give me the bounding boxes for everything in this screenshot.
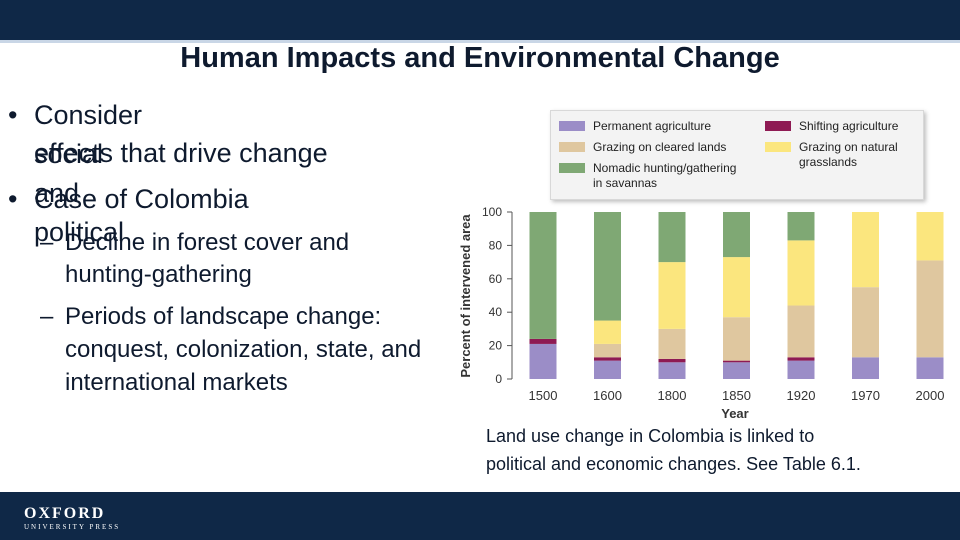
legend-swatch — [559, 121, 585, 131]
bullet-line: Periods of landscape change: — [65, 303, 382, 330]
legend-label: Shifting agriculture — [799, 119, 899, 133]
figure-caption: Land use change in Colombia is linked to… — [486, 422, 956, 478]
bar-segment — [916, 357, 944, 379]
legend-swatch — [559, 163, 585, 173]
bar-segment — [787, 357, 815, 361]
x-tick-label: 1970 — [851, 388, 880, 403]
legend-label: Permanent agriculture — [593, 119, 712, 133]
bar-segment — [787, 305, 815, 358]
bar-segment — [723, 257, 750, 318]
bar-segment — [658, 358, 686, 363]
x-axis-label: Year — [721, 406, 748, 421]
y-axis-label: Percent of intervened area — [458, 214, 473, 378]
legend-label: Grazing on cleared lands — [593, 140, 727, 154]
bar-segment — [529, 338, 557, 344]
x-tick-label: 2000 — [916, 388, 945, 403]
bar-segment — [594, 212, 621, 321]
legend-label: Grazing on natural — [799, 140, 898, 154]
legend-label: grasslands — [799, 155, 858, 169]
bar-segment — [658, 362, 686, 379]
x-tick-label: 1800 — [658, 388, 687, 403]
logo-subtitle: UNIVERSITY PRESS — [24, 523, 121, 531]
y-tick-label: 100 — [482, 205, 502, 219]
x-tick-label: 1600 — [593, 388, 622, 403]
legend-label: in savannas — [593, 176, 658, 190]
bar-segment — [529, 343, 557, 379]
bullet-line: effects that drive change — [34, 138, 328, 168]
oxford-logo: OXFORD UNIVERSITY PRESS — [24, 506, 120, 532]
bar-segment — [787, 212, 815, 241]
slide-title: Human Impacts and Environmental Change — [180, 42, 780, 74]
footer-bar — [0, 492, 960, 540]
chart-legend: Permanent agriculture Shifting agricultu… — [550, 110, 924, 200]
bar-segment — [787, 240, 815, 306]
bar-segment — [723, 362, 750, 379]
y-tick-label: 40 — [489, 305, 503, 319]
legend-swatch — [765, 121, 791, 131]
bar-segment — [852, 287, 879, 358]
sub-bullet-marker: – — [40, 303, 54, 330]
bar-segment — [852, 212, 879, 288]
x-tick-label: 1500 — [529, 388, 558, 403]
logo-name: OXFORD — [24, 505, 106, 522]
y-tick-label: 0 — [495, 372, 502, 386]
bar-segment — [658, 262, 686, 329]
bar-segment — [787, 360, 815, 379]
x-tick-label: 1920 — [787, 388, 816, 403]
caption-line: political and economic changes. See Tabl… — [486, 454, 861, 474]
bar-segment — [529, 212, 557, 339]
bar-segment — [594, 320, 621, 344]
bullet-marker: • — [8, 100, 18, 130]
legend-swatch — [765, 142, 791, 152]
legend-label: Nomadic hunting/gathering — [593, 161, 737, 175]
bar-segment — [916, 212, 944, 261]
bar-segment — [916, 260, 944, 358]
bar-segment — [852, 357, 879, 379]
bar-segment — [594, 343, 621, 358]
bar-segment — [594, 360, 621, 379]
header-stripe — [0, 40, 960, 43]
y-tick-label: 20 — [489, 339, 503, 353]
bar-segment — [723, 317, 750, 361]
bar-segment — [658, 212, 686, 263]
y-tick-label: 60 — [489, 272, 503, 286]
bullet-marker: • — [8, 184, 18, 214]
bullet-line: hunting-gathering — [65, 261, 252, 288]
bullet-line: Case of Colombia — [34, 184, 249, 214]
x-tick-label: 1850 — [722, 388, 751, 403]
caption-line: Land use change in Colombia is linked to — [486, 426, 815, 446]
bullet-line: conquest, colonization, state, and — [65, 336, 422, 363]
sub-bullet-marker: – — [40, 229, 54, 256]
bullet-line: Decline in forest cover and — [65, 229, 350, 256]
legend-swatch — [559, 142, 585, 152]
bar-segment — [723, 360, 750, 363]
y-tick-label: 80 — [489, 238, 503, 252]
bar-segment — [658, 328, 686, 359]
bullet-line: Consider social and political — [34, 100, 143, 247]
bar-segment — [594, 357, 621, 361]
bullet-line: international markets — [65, 369, 288, 396]
bar-segment — [723, 212, 750, 258]
header-bar — [0, 0, 960, 40]
